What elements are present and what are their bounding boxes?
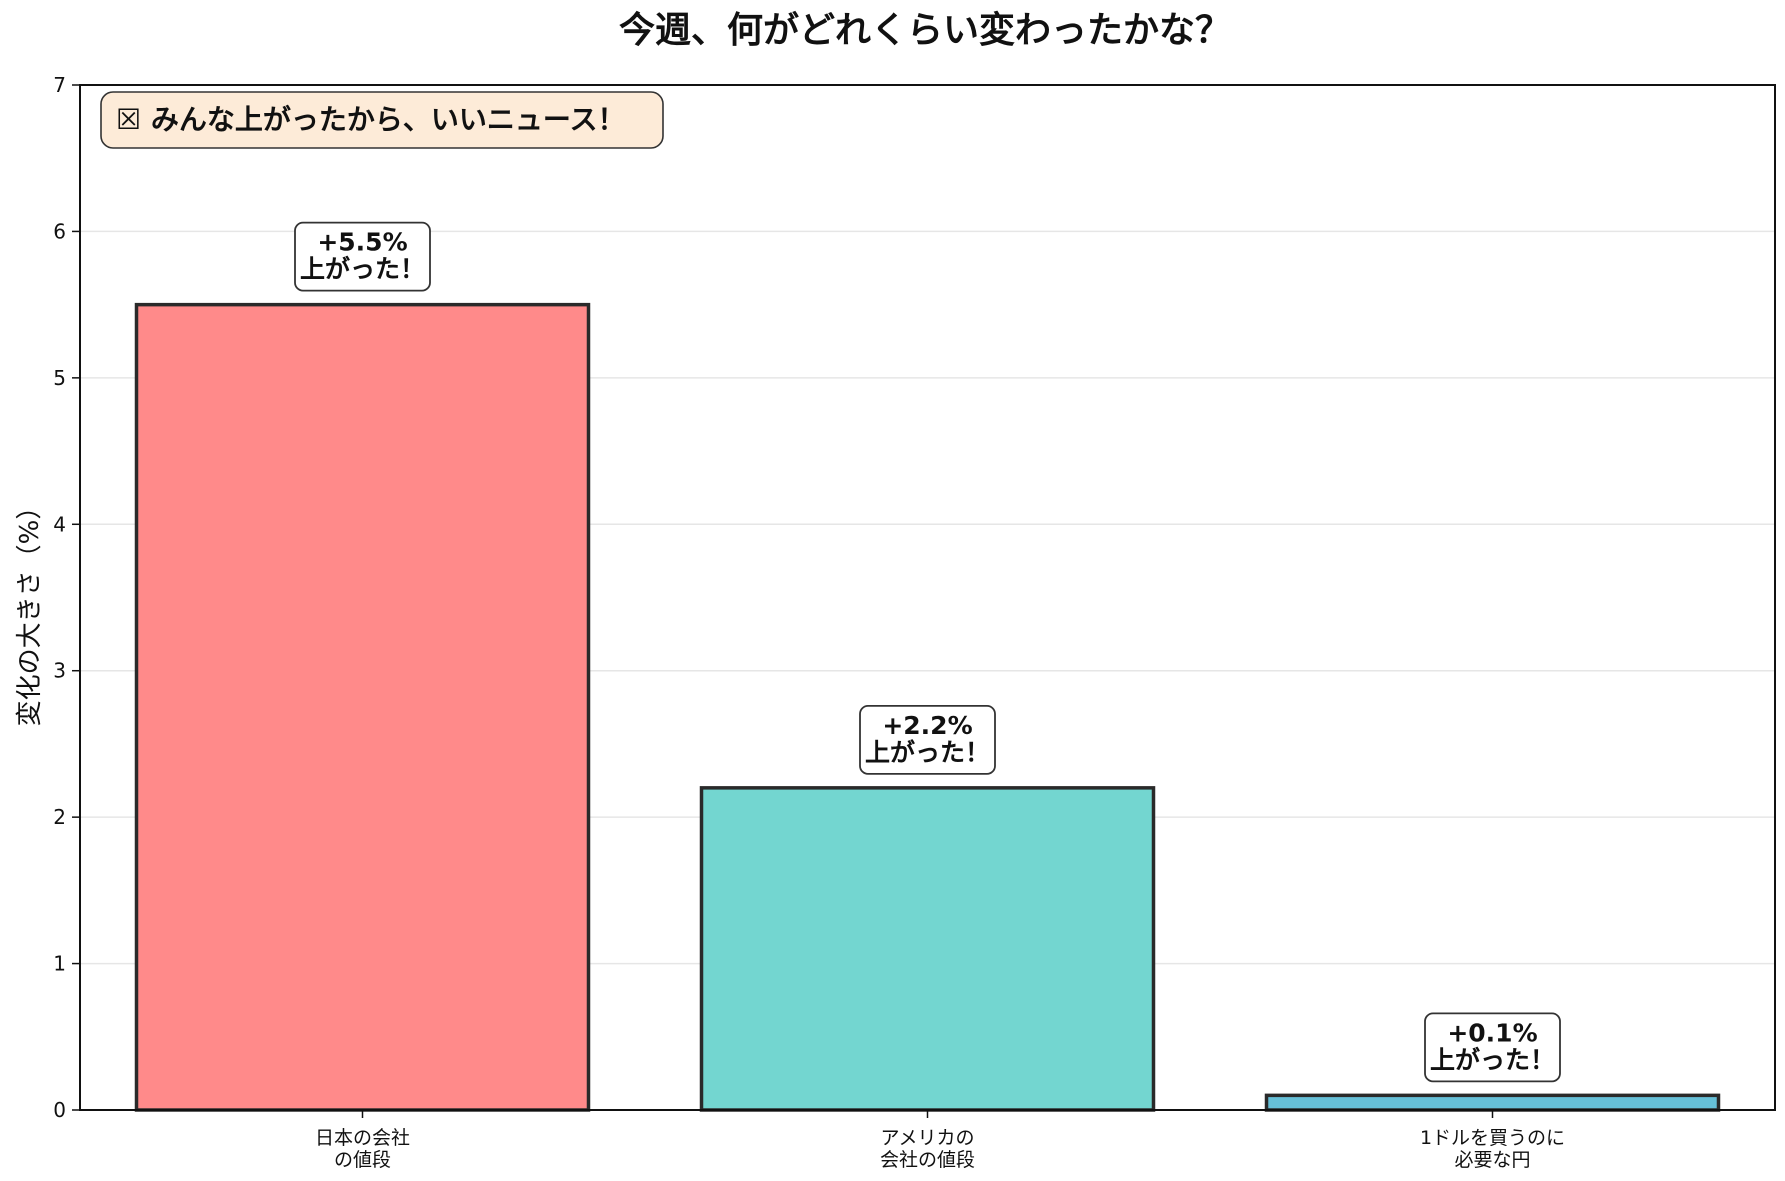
y-tick-label: 5 [53,366,66,390]
data-label-box [859,704,996,775]
data-label-box [294,221,431,292]
annotation-box: ☒ みんな上がったから、いいニュース！ [100,91,664,149]
bar [1264,1093,1721,1112]
data-label: 上がった！ [300,255,425,284]
x-tick-label: 会社の値段 [880,1149,975,1171]
data-label: 上がった！ [865,738,990,767]
data-label: +2.2% [882,711,972,740]
y-axis-ticks: 0 1 2 3 4 5 6 7 [53,73,80,1122]
y-tick-label: 0 [53,1098,66,1122]
x-tick-label: アメリカの [880,1127,974,1149]
data-label: 上がった！ [1430,1045,1555,1074]
data-labels: +5.5%上がった！+2.2%上がった！+0.1%上がった！ [294,221,1561,1083]
x-tick-label: 必要な円 [1454,1149,1530,1171]
data-label: +0.1% [1447,1018,1537,1047]
y-tick-label: 4 [53,512,66,536]
data-label-box [1424,1012,1561,1083]
x-tick-label: の値段 [334,1149,391,1171]
bar [134,302,591,1112]
chart-title: 今週、何がどれくらい変わったかな？ [619,9,1231,51]
x-tick-label: 日本の会社 [315,1127,410,1149]
annotation-text: ☒ みんな上がったから、いいニュース！ [116,103,625,136]
annotation-background [100,91,664,149]
y-tick-label: 2 [53,805,66,829]
bar [699,786,1156,1112]
bars [134,302,1721,1112]
x-tick-label: 1ドルを買うのに [1420,1127,1565,1149]
y-tick-label: 3 [53,659,66,683]
data-label: +5.5% [317,228,407,257]
y-axis-label: 変化の大きさ（%） [15,494,45,727]
y-tick-label: 6 [53,219,66,243]
y-tick-label: 1 [53,952,66,976]
y-tick-label: 7 [53,73,66,97]
